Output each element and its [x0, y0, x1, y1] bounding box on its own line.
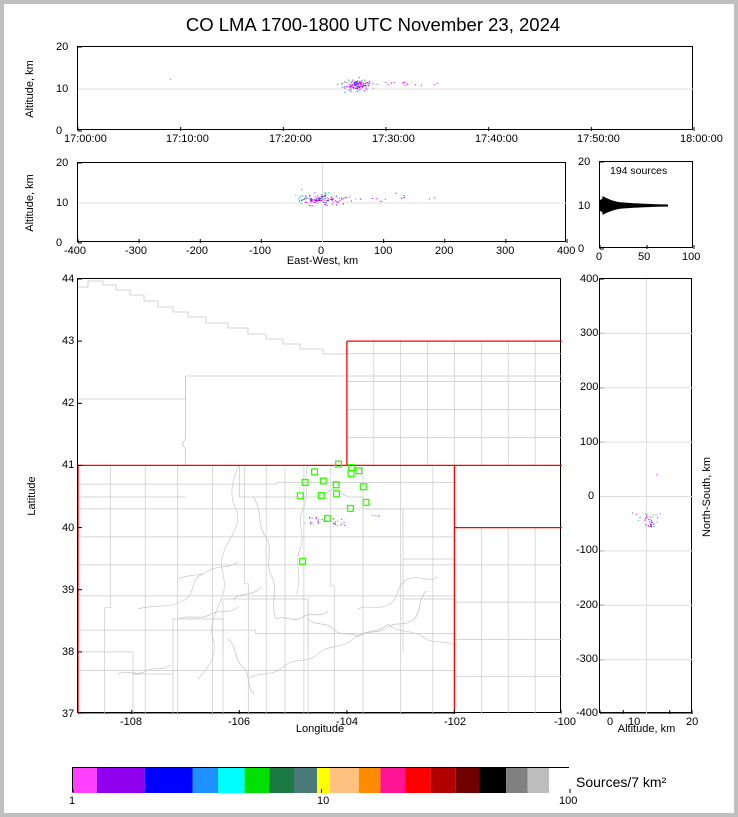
- svg-text:194 sources: 194 sources: [610, 165, 667, 177]
